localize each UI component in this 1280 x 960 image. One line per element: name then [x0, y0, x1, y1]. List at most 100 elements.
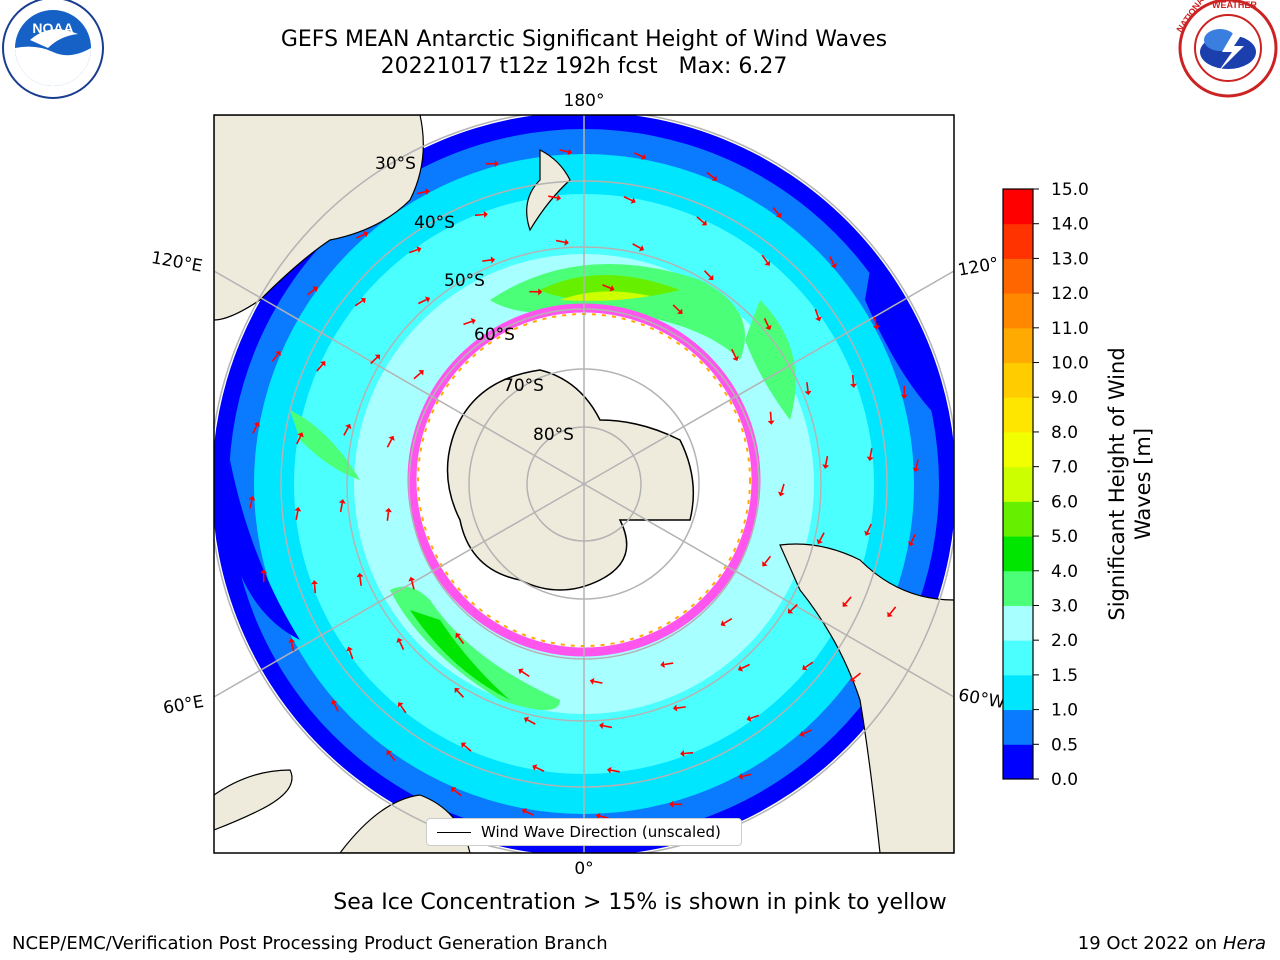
colorbar-segment [1003, 605, 1033, 641]
wave-arrow-head [777, 491, 785, 497]
wave-arrow-head [494, 160, 499, 168]
wave-arrow-shaft [521, 670, 530, 678]
wave-arrow-shaft [527, 719, 536, 725]
map-content [214, 115, 954, 853]
wave-arrow-shaft [866, 523, 872, 533]
legend-line-swatch [437, 831, 471, 833]
wave-arrow-shaft [764, 555, 772, 564]
wave-arrow-shaft [356, 233, 365, 239]
wave-arrow-shaft [271, 353, 279, 362]
footer-date: 19 Oct 2022 on Hera [1078, 933, 1266, 954]
footer-date-text: 19 Oct 2022 on [1077, 933, 1223, 954]
wave-arrow-head [850, 676, 856, 682]
colorbar-tick-label: 0.0 [1051, 770, 1078, 790]
wave-arrow-head [331, 699, 338, 705]
wave-arrow-head [680, 750, 685, 757]
colorbar-tick-label: 12.0 [1051, 284, 1089, 304]
colorbar-segment [1003, 640, 1033, 676]
noaa-logo-text: NOAA [32, 20, 73, 36]
wave-arrow-head [483, 211, 488, 218]
wave-arrow-head [641, 153, 647, 160]
wave-arrow-shaft [790, 603, 798, 612]
wave-arrow-shaft [457, 635, 465, 645]
wave-arrow-shaft [313, 583, 317, 594]
wave-arrow-shaft [910, 534, 916, 543]
graticule [214, 115, 954, 853]
wave-arrow-shaft [851, 374, 855, 385]
wave-arrow-shaft [525, 810, 534, 816]
wave-arrow-shaft [333, 703, 339, 712]
wave-arrow-shaft [750, 714, 760, 720]
wave-arrow-head [762, 561, 768, 567]
colorbar-segment [1003, 536, 1033, 572]
wave-arrow-head [765, 324, 772, 331]
colorbar: 0.0 0.5 1.0 1.5 2.0 3.0 4.0 5.0 6.0 7.0 8.0 9.0 10.0… [1002, 180, 1155, 790]
wave-arrow-shaft [819, 532, 825, 541]
colorbar-segment [1003, 327, 1033, 364]
wave-arrow-shaft [463, 320, 473, 326]
wave-arrow-head [737, 665, 744, 672]
wave-arrow-head [830, 263, 837, 269]
wave-arrow-shaft [602, 724, 613, 729]
wave-arrow-shaft [769, 411, 772, 421]
wave-arrow-head [538, 288, 543, 296]
wave-arrow-head [248, 495, 256, 501]
wave-arrow-shaft [761, 254, 769, 264]
wave-arrow-head [802, 664, 808, 671]
colorbar-segment [1003, 744, 1033, 780]
wave-arrow-shaft [869, 448, 873, 458]
colorbar-tick-label: 1.5 [1051, 666, 1078, 686]
wave-arrow-head [450, 787, 457, 793]
wave-arrow-shaft [408, 248, 418, 254]
wave-arrow-shaft [339, 502, 344, 513]
wave-arrow-head [815, 316, 822, 322]
wave-arrow-shaft [453, 789, 462, 797]
wave-arrow-head [732, 355, 739, 362]
colorbar-segment [1003, 709, 1033, 745]
wave-arrow-shaft [803, 729, 812, 735]
meridian-label-180: 180° [564, 91, 605, 111]
colorbar-segment [1003, 466, 1033, 502]
wave-arrow-shaft [742, 773, 752, 778]
wave-arrow-head [455, 633, 462, 639]
wave-arrow-head [396, 637, 403, 644]
colorbar-segment [1003, 293, 1033, 329]
map-legend: Wind Wave Direction (unscaled) [426, 818, 742, 846]
wave-arrow-head [738, 772, 744, 780]
wave-arrow-head [701, 220, 707, 226]
wave-arrow-shaft [602, 284, 612, 290]
nws-logo: NATIONAL WEATHER [1174, 0, 1278, 98]
wave-arrow-head [660, 661, 665, 668]
wave-arrow-shaft [599, 815, 609, 819]
wave-arrow-shaft [307, 288, 316, 296]
wave-arrow-shaft [559, 149, 569, 153]
wave-arrow-head [630, 197, 636, 204]
wave-arrow-head [356, 572, 364, 578]
wave-arrow-head [564, 238, 569, 246]
wave-direction-arrows [248, 148, 920, 820]
wave-arrow-shaft [474, 213, 485, 217]
wave-arrow-shaft [672, 304, 681, 312]
wave-arrow-head [386, 750, 392, 756]
wave-arrow-shaft [413, 372, 422, 380]
wave-arrow-head [912, 467, 920, 473]
wave-arrow-shaft [844, 596, 852, 605]
legend-label: Wind Wave Direction (unscaled) [481, 823, 721, 841]
chart-title: GEFS MEAN Antarctic Significant Height o… [280, 27, 888, 52]
wave-arrow-shaft [915, 459, 919, 469]
wave-patch-calm-west [225, 460, 300, 640]
wave-arrow-shaft [398, 641, 405, 650]
wave-arrow-head [887, 611, 893, 618]
wave-arrow-head [418, 370, 424, 376]
wave-arrow-head [490, 256, 496, 264]
wave-arrow-shaft [343, 427, 349, 436]
land-australia [214, 115, 424, 321]
wave-arrow-head [864, 530, 871, 536]
wave-arrow-shaft [806, 382, 809, 392]
wave-arrow-head [822, 464, 830, 469]
wave-arrow-head [288, 638, 296, 644]
wave-arrow-head [523, 716, 530, 723]
colorbar-tick-label: 3.0 [1051, 596, 1078, 616]
land-new-zealand [526, 149, 571, 232]
wave-arrow-head [461, 742, 467, 748]
